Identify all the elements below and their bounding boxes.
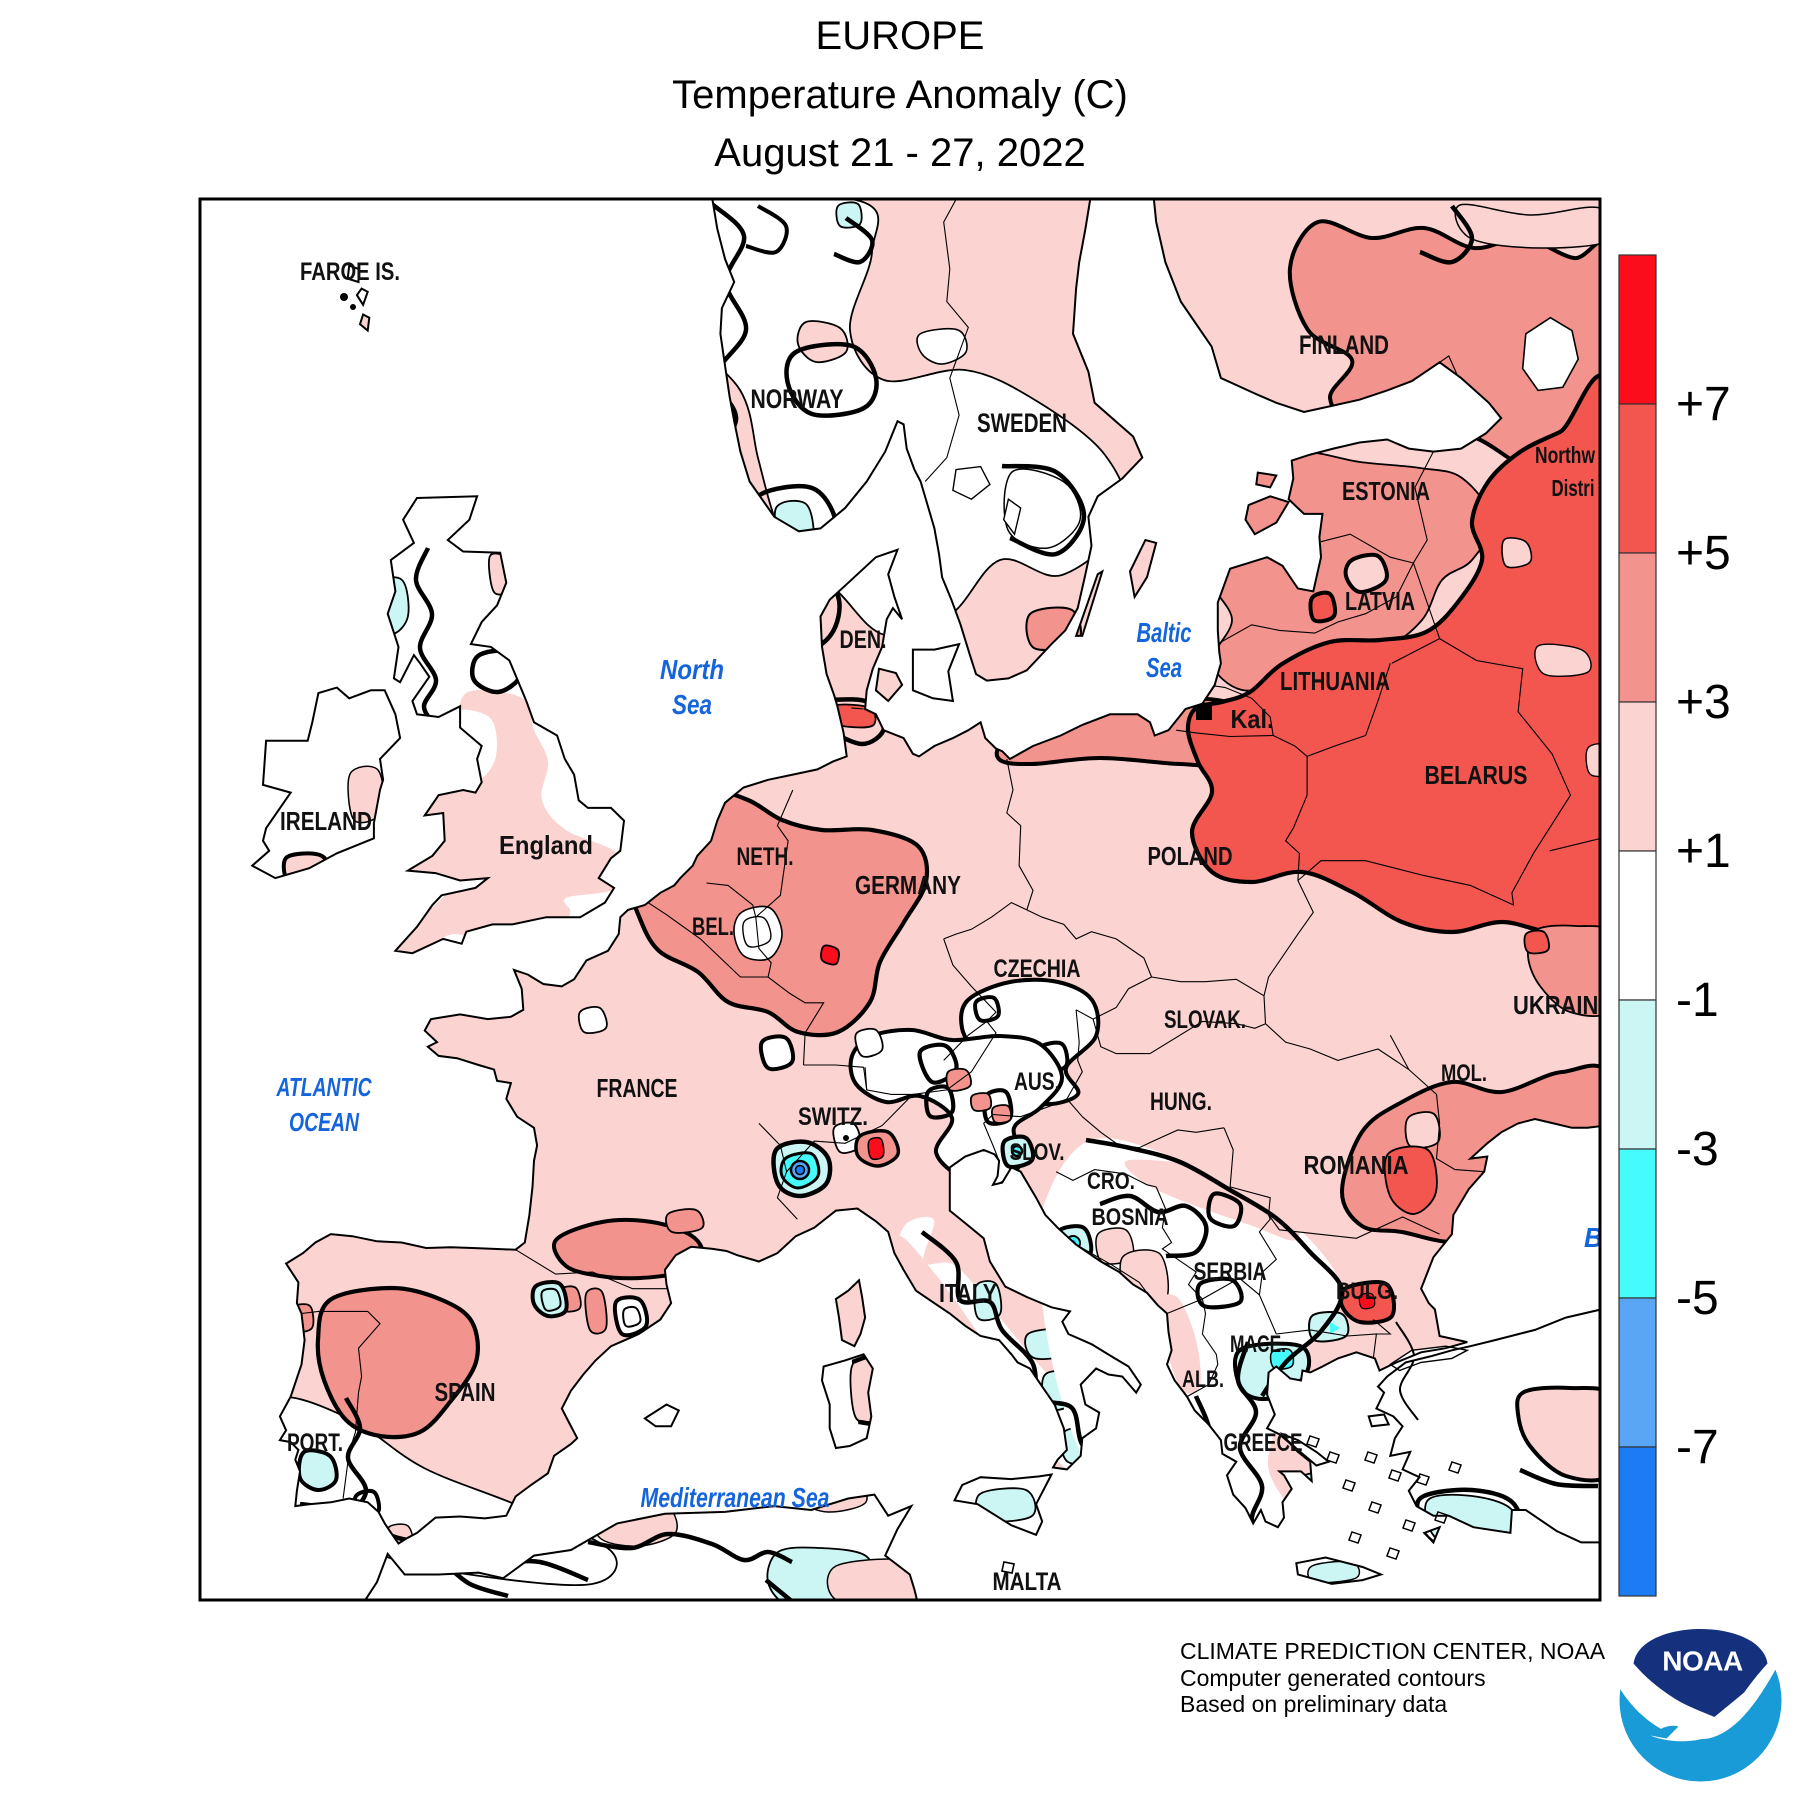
svg-text:+5: +5 — [1676, 527, 1731, 580]
svg-text:ROMANIA: ROMANIA — [1304, 1150, 1409, 1180]
svg-text:OCEAN: OCEAN — [289, 1107, 360, 1137]
svg-text:BELARUS: BELARUS — [1425, 760, 1528, 790]
svg-text:AUS.: AUS. — [1014, 1068, 1060, 1096]
svg-text:DEN.: DEN. — [840, 626, 887, 654]
svg-text:Temperature Anomaly (C): Temperature Anomaly (C) — [672, 73, 1128, 117]
svg-text:FAROE IS.: FAROE IS. — [300, 258, 400, 286]
svg-text:SWITZ.: SWITZ. — [798, 1103, 868, 1131]
svg-text:+7: +7 — [1676, 378, 1731, 431]
svg-text:Mediterranean Sea: Mediterranean Sea — [641, 1482, 830, 1513]
svg-text:CZECHIA: CZECHIA — [994, 955, 1081, 983]
svg-text:POLAND: POLAND — [1148, 841, 1233, 871]
svg-text:CLIMATE PREDICTION CENTER, NOA: CLIMATE PREDICTION CENTER, NOAA — [1180, 1638, 1606, 1664]
svg-text:GREECE: GREECE — [1224, 1429, 1303, 1457]
svg-text:ATLANTIC: ATLANTIC — [276, 1072, 373, 1102]
svg-text:Bl: Bl — [1584, 1222, 1611, 1253]
svg-text:HUNG.: HUNG. — [1150, 1088, 1212, 1116]
svg-text:UKRAINE: UKRAINE — [1513, 990, 1613, 1020]
svg-text:EUROPE: EUROPE — [816, 14, 985, 58]
svg-text:+3: +3 — [1676, 676, 1731, 729]
svg-text:Sea: Sea — [1146, 652, 1182, 683]
svg-text:-7: -7 — [1676, 1421, 1719, 1474]
svg-text:PORT.: PORT. — [287, 1429, 343, 1457]
svg-text:England: England — [499, 830, 593, 860]
svg-text:GERMANY: GERMANY — [855, 870, 961, 900]
svg-text:BULG.: BULG. — [1336, 1278, 1398, 1305]
svg-text:-3: -3 — [1676, 1123, 1719, 1176]
svg-text:SLOVAK.: SLOVAK. — [1164, 1006, 1246, 1034]
svg-text:+1: +1 — [1676, 825, 1731, 878]
svg-text:MOL.: MOL. — [1441, 1060, 1487, 1087]
svg-text:ALB.: ALB. — [1182, 1366, 1224, 1393]
svg-text:SWEDEN: SWEDEN — [977, 408, 1067, 438]
svg-text:MACE.: MACE. — [1230, 1331, 1286, 1358]
svg-text:SPAIN: SPAIN — [435, 1377, 496, 1407]
svg-text:Based on preliminary data: Based on preliminary data — [1180, 1691, 1447, 1717]
svg-text:LITHUANIA: LITHUANIA — [1280, 666, 1390, 696]
svg-text:Sea: Sea — [672, 689, 712, 720]
svg-text:-5: -5 — [1676, 1272, 1719, 1325]
svg-text:North: North — [660, 654, 724, 685]
svg-text:ESTONIA: ESTONIA — [1342, 476, 1430, 506]
svg-text:Baltic: Baltic — [1137, 617, 1192, 648]
svg-text:-1: -1 — [1676, 974, 1719, 1027]
svg-text:Northw: Northw — [1535, 442, 1595, 468]
svg-text:Distri: Distri — [1552, 475, 1595, 501]
svg-text:August 21 - 27, 2022: August 21 - 27, 2022 — [714, 131, 1085, 175]
svg-text:ITALY: ITALY — [939, 1278, 997, 1308]
svg-text:SERBIA: SERBIA — [1194, 1258, 1267, 1286]
svg-text:IRELAND: IRELAND — [280, 806, 372, 836]
svg-text:LATVIA: LATVIA — [1345, 586, 1415, 616]
svg-text:Computer generated contours: Computer generated contours — [1180, 1665, 1486, 1691]
svg-text:BEL.: BEL. — [692, 913, 734, 941]
svg-text:NORWAY: NORWAY — [751, 384, 844, 414]
svg-text:BOSNIA: BOSNIA — [1092, 1204, 1169, 1231]
svg-text:CRO.: CRO. — [1087, 1168, 1135, 1195]
svg-text:MALTA: MALTA — [993, 1568, 1062, 1596]
svg-text:FRANCE: FRANCE — [597, 1073, 678, 1103]
svg-text:FINLAND: FINLAND — [1299, 330, 1389, 360]
svg-text:SLOV.: SLOV. — [1010, 1139, 1065, 1166]
svg-text:Kal.: Kal. — [1231, 704, 1274, 734]
svg-text:NOAA: NOAA — [1662, 1646, 1743, 1677]
svg-text:NETH.: NETH. — [737, 843, 794, 871]
